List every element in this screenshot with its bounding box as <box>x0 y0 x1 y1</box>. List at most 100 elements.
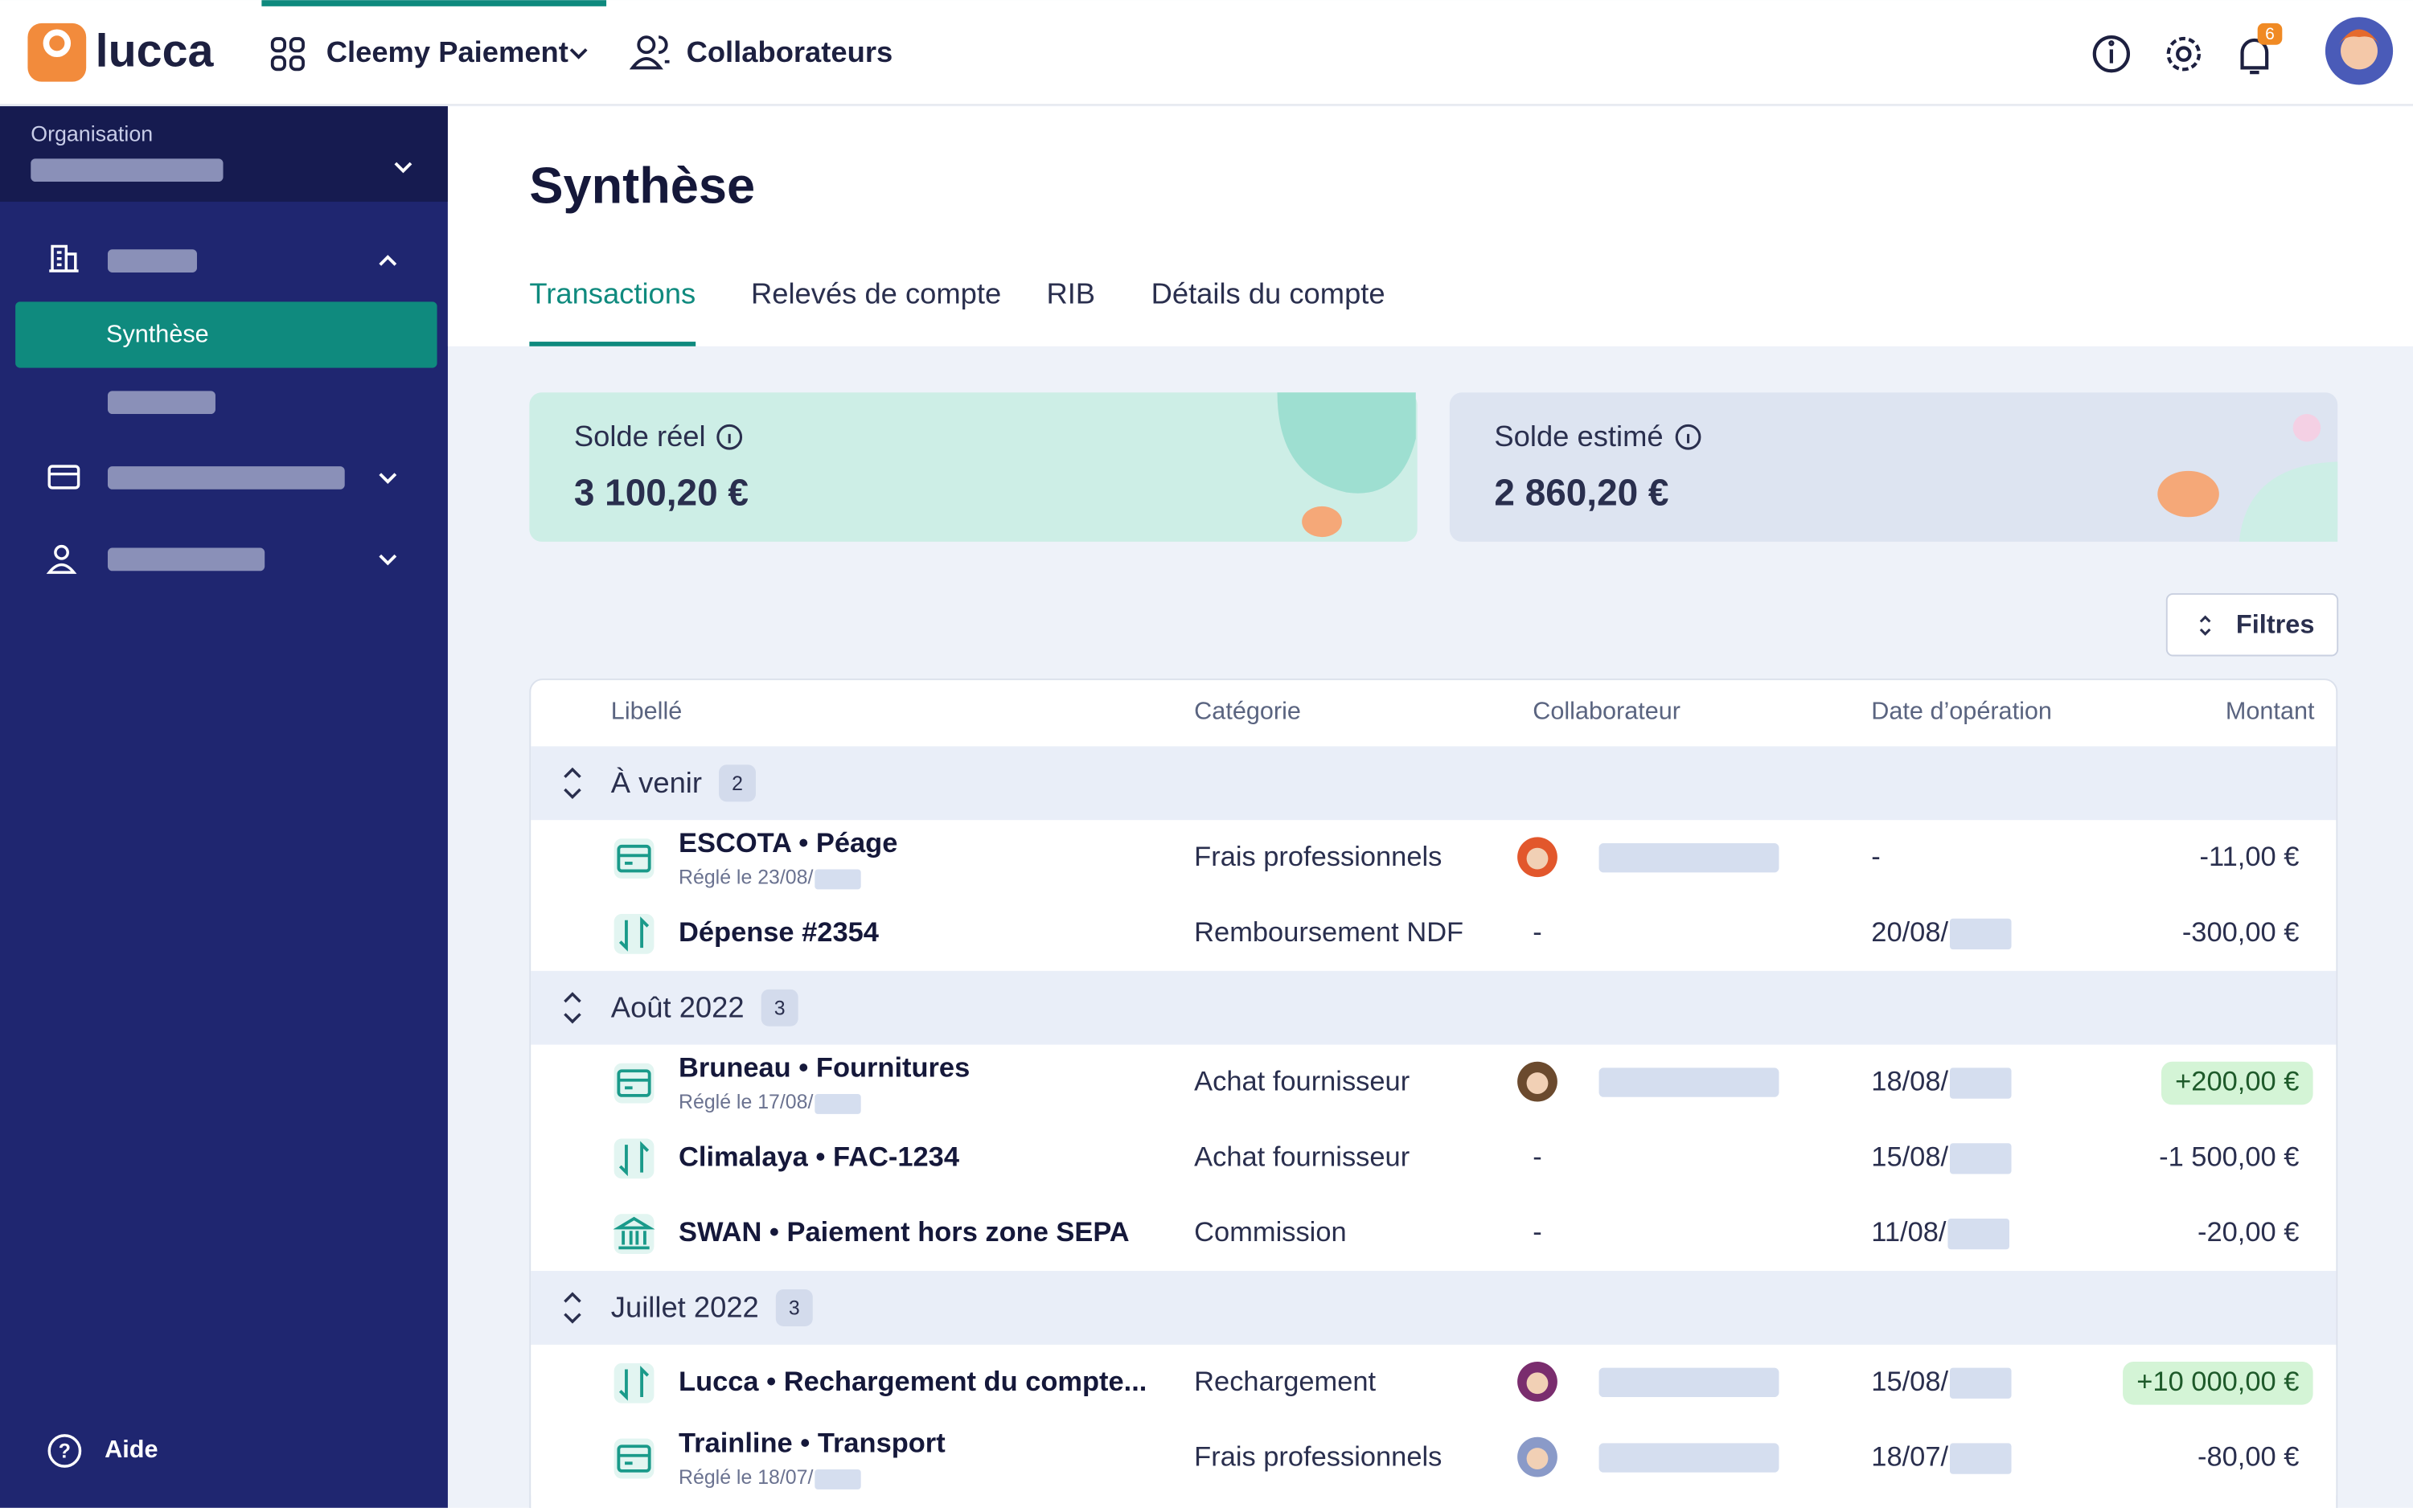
transaction-sub: Réglé le 23/08/ <box>679 867 813 889</box>
avatar-face <box>1526 1372 1549 1395</box>
category: Commission <box>1194 1217 1346 1248</box>
transaction-label: Climalaya • FAC-1234 <box>679 1141 959 1172</box>
column-header: Date d’opération <box>1871 697 2052 724</box>
redacted <box>1949 1367 2012 1399</box>
redacted <box>1598 1443 1779 1473</box>
active-menu-item[interactable] <box>15 301 437 368</box>
transaction-row[interactable] <box>531 1195 2337 1272</box>
decoration <box>1302 506 1342 538</box>
group-count: 3 <box>789 1297 800 1319</box>
filters-label[interactable]: Filtres <box>2236 610 2315 639</box>
group-row[interactable] <box>531 746 2337 821</box>
filters-button[interactable] <box>2165 592 2339 657</box>
redacted[interactable] <box>107 466 345 490</box>
group-row[interactable] <box>531 1271 2337 1345</box>
avatar-face <box>2341 32 2378 70</box>
redacted <box>1949 1443 2012 1474</box>
balance-amount: 2 860,20 € <box>1494 472 1668 514</box>
transaction-label: SWAN • Paiement hors zone SEPA <box>679 1217 1130 1248</box>
redacted[interactable] <box>107 547 265 572</box>
redacted <box>1947 1218 2009 1250</box>
column-header: Montant <box>2226 697 2315 724</box>
operation-date: - <box>1871 842 1880 872</box>
collaborator: - <box>1533 1141 1541 1172</box>
redacted <box>1949 1067 2012 1099</box>
amount: +10 000,00 € <box>2136 1367 2299 1397</box>
help-link[interactable]: Aide <box>105 1436 158 1463</box>
column-header: Catégorie <box>1194 697 1301 724</box>
icon-part <box>617 844 651 873</box>
operation-date: 15/08/ <box>1871 1367 1948 1397</box>
chevron <box>394 162 412 174</box>
tab[interactable]: Transactions <box>529 277 696 309</box>
category: Rechargement <box>1194 1367 1376 1397</box>
card-icon <box>617 1069 651 1097</box>
group-name: À venir <box>611 766 702 799</box>
icon-bg <box>614 1362 655 1403</box>
count-badge <box>761 989 798 1026</box>
category: Achat fournisseur <box>1194 1141 1410 1172</box>
transaction-label: Lucca • Rechargement du compte... <box>679 1367 1147 1397</box>
people-icon <box>629 35 670 70</box>
transfer-icon <box>618 1141 650 1177</box>
icon-part <box>618 1141 650 1177</box>
people-icon <box>46 544 77 574</box>
tab[interactable]: Relevés de compte <box>751 277 1001 309</box>
transaction-row[interactable] <box>531 1344 2337 1420</box>
settings-button[interactable] <box>2166 36 2202 72</box>
amount: -1 500,00 € <box>2159 1141 2299 1172</box>
logo-text[interactable]: lucca <box>96 25 215 76</box>
avatar-face <box>1526 847 1549 870</box>
bank-icon <box>613 1216 655 1250</box>
transaction-label: Dépense #2354 <box>679 917 879 948</box>
collaborator: - <box>1533 917 1541 948</box>
group-count: 3 <box>774 997 786 1019</box>
icon-part <box>617 1444 651 1473</box>
notifications-button[interactable] <box>2240 38 2269 75</box>
column-header: Libellé <box>611 697 682 724</box>
avatar-face <box>1526 1072 1549 1094</box>
redacted <box>107 249 197 272</box>
transaction-row[interactable] <box>531 1120 2337 1196</box>
count-badge <box>719 764 756 802</box>
redacted[interactable] <box>107 391 215 415</box>
org-label: Organisation <box>31 122 153 146</box>
nav-item[interactable]: Cleemy Paiement <box>326 35 568 68</box>
badge <box>2257 23 2283 45</box>
icon-part <box>618 916 650 952</box>
group-row[interactable] <box>531 970 2337 1045</box>
collapse-toggle[interactable] <box>564 1292 581 1324</box>
amount-badge <box>2161 1061 2313 1105</box>
card-icon <box>47 465 80 490</box>
tab[interactable]: RIB <box>1046 277 1095 309</box>
redacted <box>815 869 861 890</box>
info-button[interactable] <box>2092 35 2131 73</box>
count-badge <box>775 1289 813 1326</box>
redacted <box>1598 1367 1779 1398</box>
decoration <box>2292 414 2321 442</box>
decoration <box>2157 470 2219 518</box>
decoration <box>2239 461 2338 542</box>
avatar-face <box>1526 1448 1549 1469</box>
info-icon[interactable] <box>716 424 1701 450</box>
icon-part <box>613 1216 655 1250</box>
nav-item[interactable]: Collaborateurs <box>687 35 893 68</box>
transfer-icon <box>618 1365 650 1401</box>
amount: -300,00 € <box>2182 917 2300 948</box>
amount: -80,00 € <box>2198 1442 2299 1473</box>
org-selector[interactable] <box>0 106 448 202</box>
chevron <box>379 473 397 484</box>
menu-item-label[interactable]: Synthèse <box>106 321 209 348</box>
collapse-toggle[interactable] <box>564 767 581 800</box>
transaction-row[interactable] <box>531 895 2337 971</box>
operation-date: 15/08/ <box>1871 1141 1948 1172</box>
category: Achat fournisseur <box>1194 1067 1410 1097</box>
apps-icon <box>270 37 305 72</box>
redacted <box>1598 1067 1779 1097</box>
collapse-toggle[interactable] <box>564 992 581 1024</box>
page-title: Synthèse <box>529 158 755 214</box>
operation-date: 18/07/ <box>1871 1442 1948 1473</box>
tab[interactable]: Détails du compte <box>1151 277 1385 309</box>
group-name: Août 2022 <box>611 990 745 1023</box>
